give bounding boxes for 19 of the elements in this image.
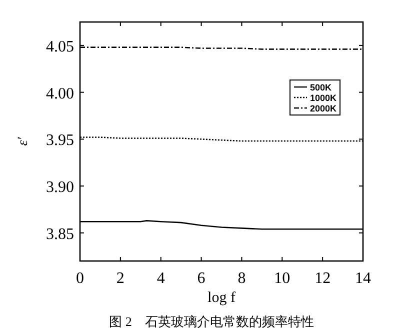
x-tick-label: 6 [197, 270, 206, 287]
y-axis-title: ε′ [16, 136, 31, 146]
y-tick-label: 4.05 [46, 38, 74, 56]
y-tick-label: 4.00 [46, 85, 74, 102]
x-tick-label: 8 [238, 270, 246, 287]
y-tick-label: 3.90 [46, 179, 74, 196]
x-tick-label: 12 [314, 270, 331, 287]
text: 图 2 石英玻璃介电常数的频率特性 [109, 314, 314, 329]
legend-label: 2000K [310, 104, 338, 114]
x-tick-label: 10 [274, 270, 290, 287]
x-tick-label: 14 [355, 270, 371, 287]
legend-label: 1000K [310, 93, 338, 103]
y-tick-label: 3.85 [46, 226, 74, 243]
y-tick-label: 3.95 [46, 132, 74, 150]
legend-label: 500K [310, 82, 332, 92]
x-tick-label: 4 [156, 270, 165, 287]
x-tick-label: 2 [116, 270, 124, 287]
x-tick-label: 0 [76, 270, 84, 287]
x-axis-title: log f [208, 290, 236, 306]
